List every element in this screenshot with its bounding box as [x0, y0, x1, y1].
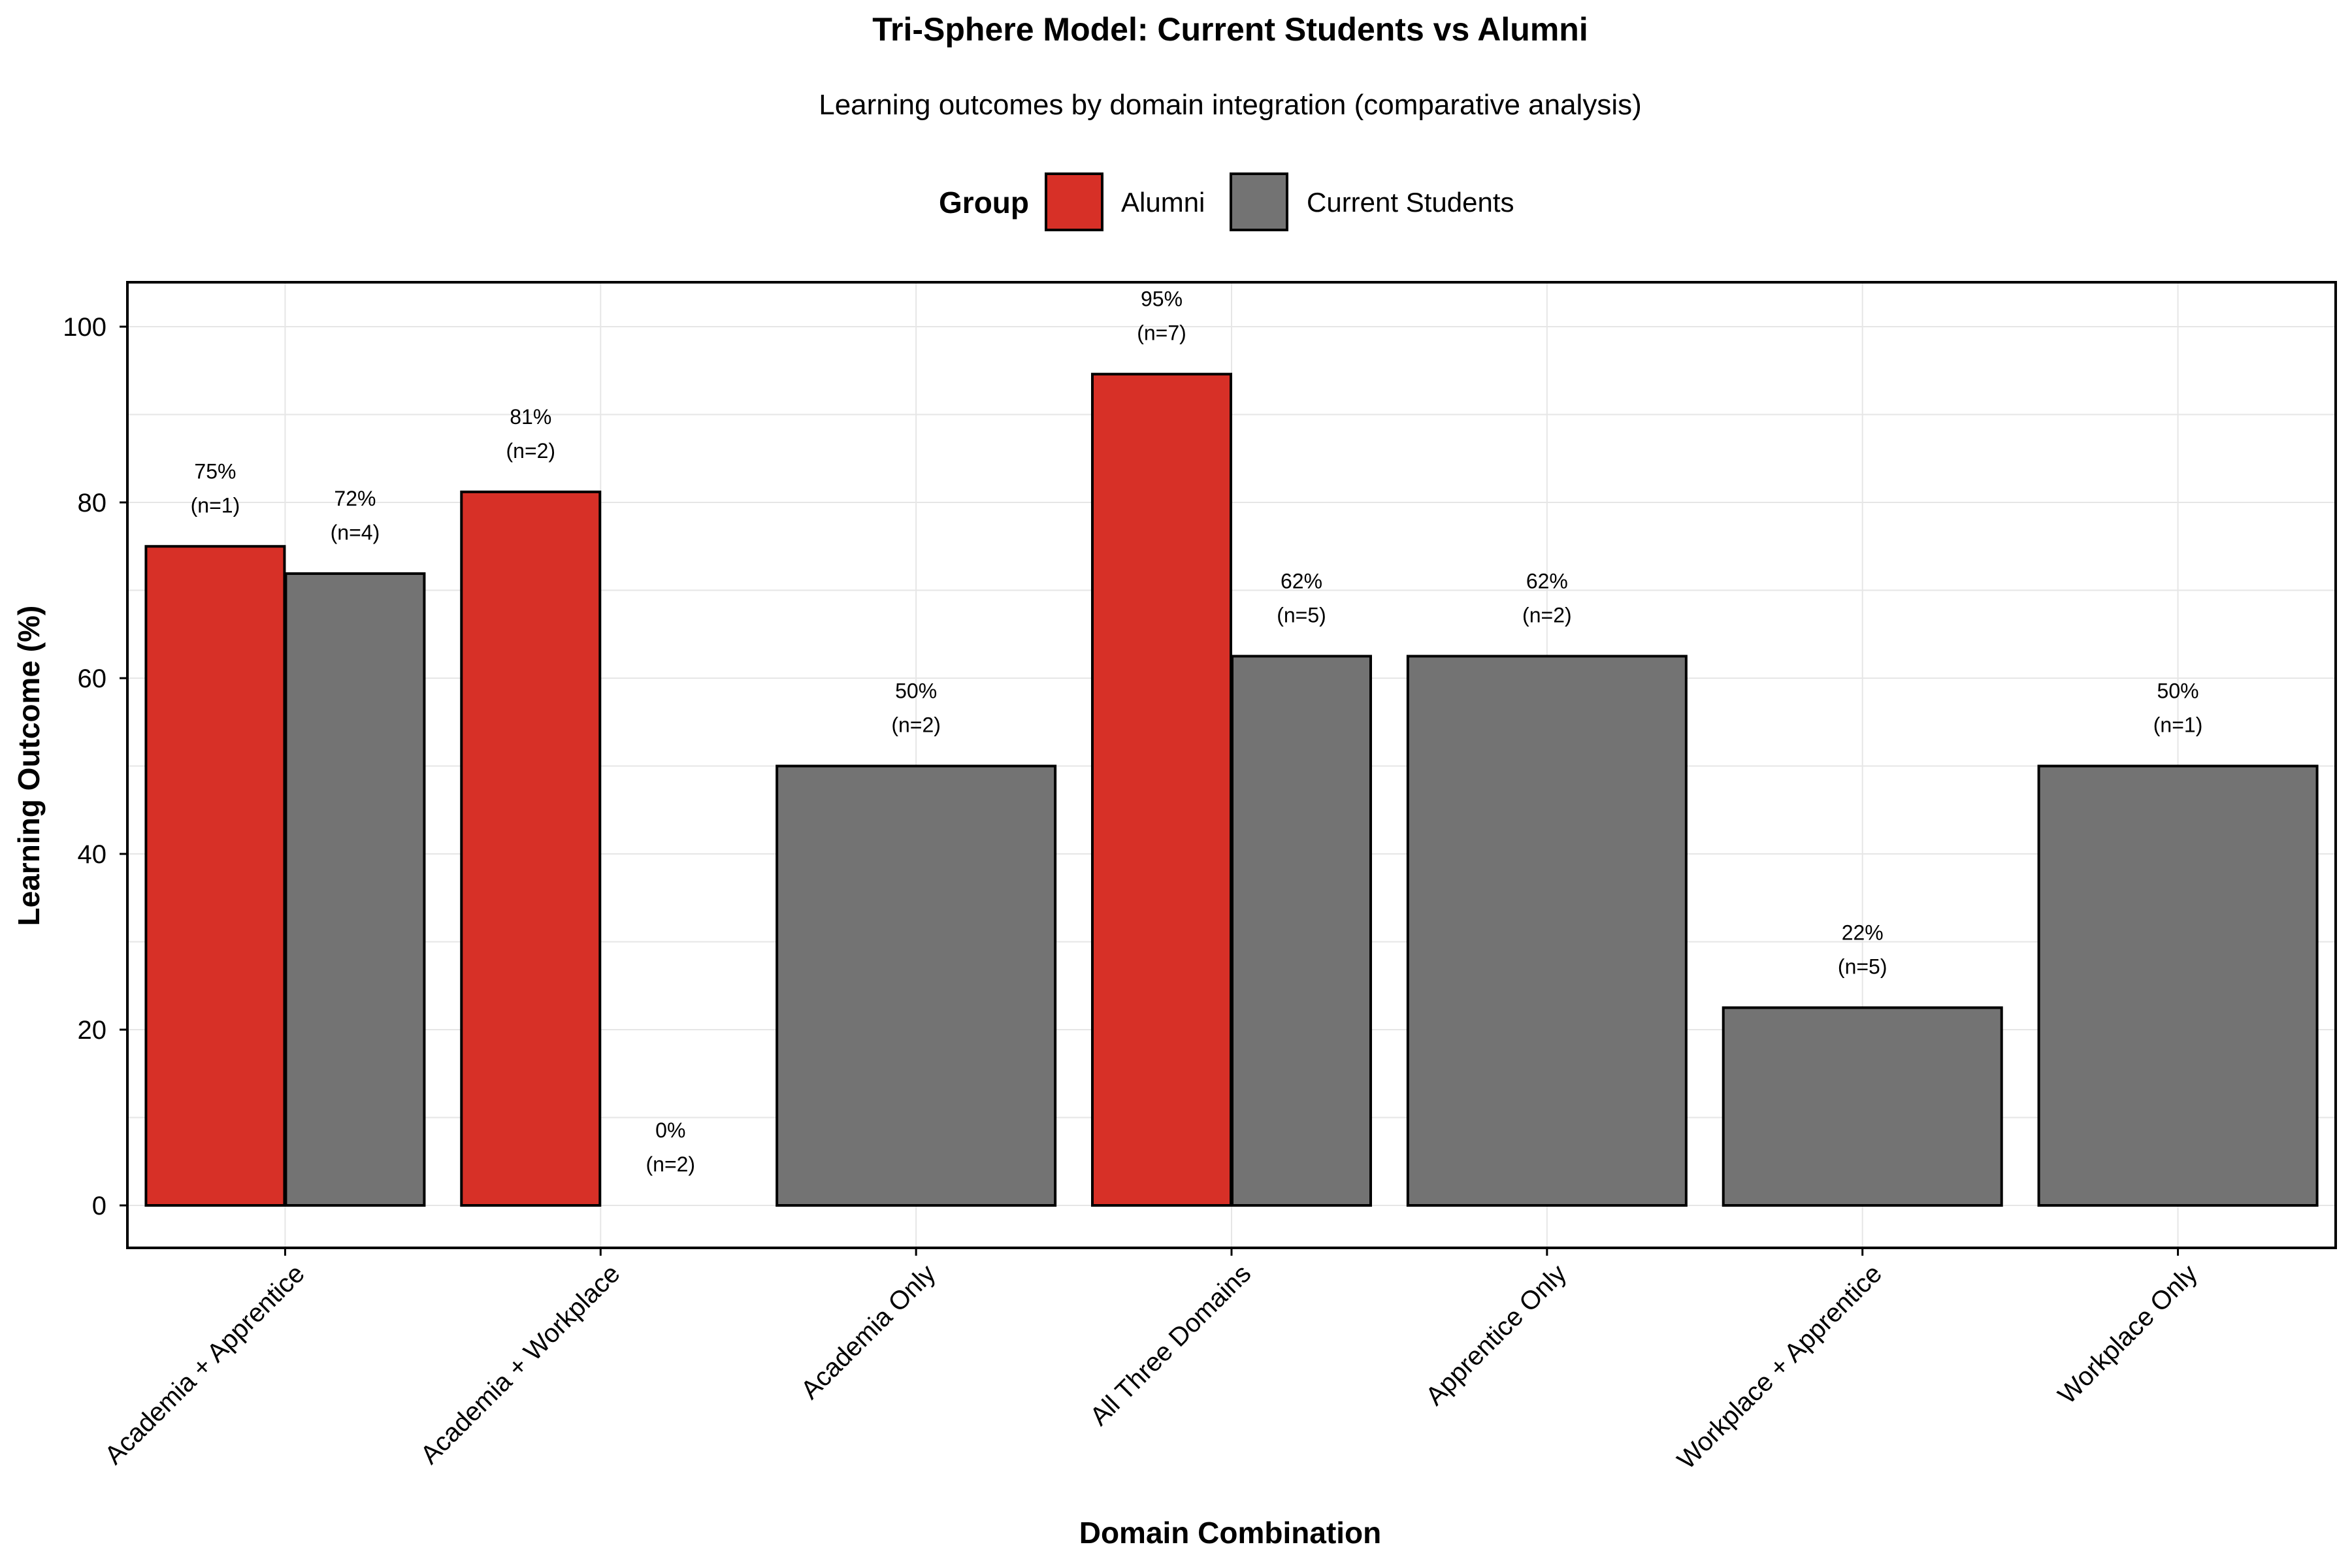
chart-subtitle: Learning outcomes by domain integration …	[819, 89, 1642, 121]
data-label-value: 50%	[2157, 679, 2199, 703]
x-axis-title: Domain Combination	[1079, 1516, 1382, 1550]
bar-academia-only-current-students	[776, 764, 1057, 1207]
data-label-count: (n=2)	[1522, 603, 1572, 627]
data-label-count: (n=2)	[891, 713, 941, 737]
bar-academia-workplace-alumni	[460, 490, 602, 1207]
y-tick-label: 60	[78, 664, 107, 693]
legend: Group Alumni Current Students	[939, 172, 1514, 231]
bars	[144, 372, 2319, 1207]
data-label-value: 75%	[194, 459, 236, 483]
chart-title: Tri-Sphere Model: Current Students vs Al…	[872, 11, 1588, 48]
data-label-value: 95%	[1141, 287, 1183, 311]
legend-title: Group	[939, 186, 1029, 220]
x-tick-label-academia-only: Academia Only	[796, 1259, 941, 1405]
y-tick-label: 40	[78, 840, 107, 869]
data-label-count: (n=5)	[1277, 603, 1326, 627]
y-tick-label: 100	[63, 313, 106, 342]
legend-label-alumni: Alumni	[1121, 187, 1205, 218]
y-tick-label: 80	[78, 489, 107, 517]
data-label-count: (n=7)	[1137, 321, 1186, 345]
data-label-value: 72%	[334, 487, 376, 510]
data-labels: 75% (n=1) 72% (n=4) 81% (n=2) 0% (n=2) 50% (n=2) 9…	[191, 287, 2203, 1176]
data-label-value: 62%	[1281, 569, 1322, 593]
bar-workplace-apprentice-current-students	[1722, 1006, 2003, 1207]
bar-apprentice-only-current-students	[1406, 655, 1688, 1207]
data-label-count: (n=4)	[331, 521, 380, 544]
x-tick-label-workplace-apprentice: Workplace + Apprentice	[1672, 1259, 1887, 1475]
data-label-value: 0%	[655, 1119, 685, 1142]
legend-label-current-students: Current Students	[1307, 187, 1514, 218]
data-label-count: (n=2)	[645, 1152, 695, 1176]
x-tick-label-all-three-domains: All Three Domains	[1085, 1259, 1256, 1431]
bar-workplace-only-current-students	[2037, 764, 2319, 1207]
y-tick-label: 0	[92, 1192, 106, 1220]
bar-all-three-domains-alumni	[1091, 372, 1232, 1207]
legend-swatch-alumni	[1045, 172, 1103, 231]
data-label-value: 81%	[510, 405, 551, 429]
y-tick-label: 20	[78, 1016, 107, 1045]
x-tick-label-apprentice-only: Apprentice Only	[1420, 1259, 1572, 1411]
bar-academia-apprentice-alumni	[144, 545, 286, 1207]
x-tick-label-academia-workplace: Academia + Workplace	[415, 1259, 625, 1469]
data-label-count: (n=1)	[191, 493, 240, 517]
data-label-count: (n=5)	[1838, 955, 1887, 978]
y-axis-ticks: 0 20 40 60 80 100	[63, 313, 127, 1220]
bar-academia-apprentice-current-students	[284, 572, 426, 1207]
y-axis-title: Learning Outcome (%)	[12, 606, 46, 926]
data-label-count: (n=2)	[506, 439, 555, 463]
x-tick-label-academia-apprentice: Academia + Apprentice	[99, 1259, 310, 1470]
bar-all-three-domains-current-students	[1231, 655, 1372, 1207]
data-label-value: 50%	[895, 679, 937, 703]
data-label-count: (n=1)	[2153, 713, 2203, 737]
data-label-value: 62%	[1526, 569, 1568, 593]
x-axis-ticks: Academia + Apprentice Academia + Workplac…	[99, 1248, 2203, 1475]
legend-swatch-current-students	[1230, 172, 1288, 231]
data-label-value: 22%	[1842, 921, 1884, 944]
x-tick-label-workplace-only: Workplace Only	[2053, 1259, 2203, 1409]
